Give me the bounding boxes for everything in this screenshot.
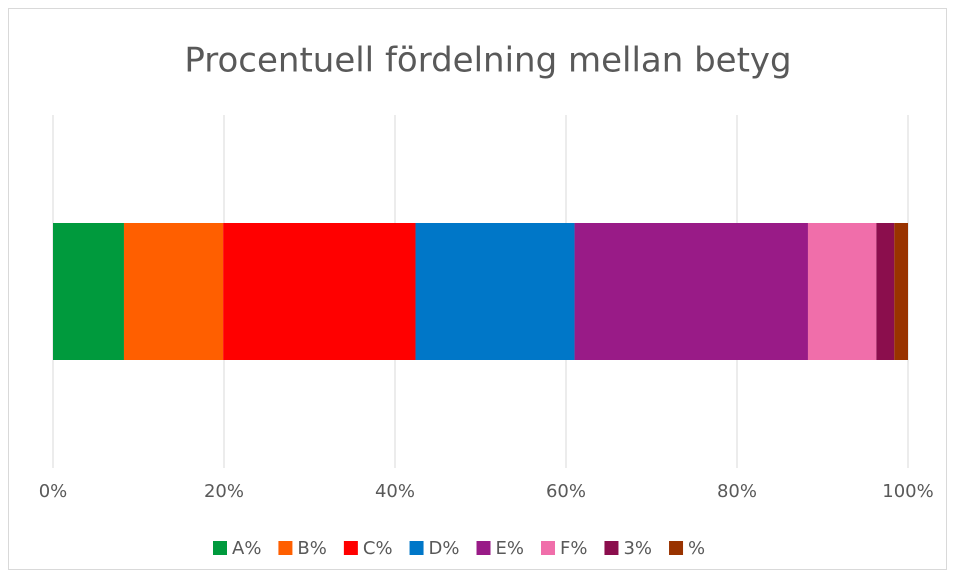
legend-label: C%	[363, 538, 393, 559]
x-tick-label: 80%	[717, 481, 757, 502]
legend-label: %	[688, 538, 705, 559]
legend-label: A%	[232, 538, 261, 559]
legend-swatch	[213, 541, 227, 555]
x-tick-label: 40%	[375, 481, 415, 502]
bar-segment	[53, 223, 124, 360]
bar-segment	[574, 223, 808, 360]
bar-segment	[876, 223, 895, 360]
legend-swatch	[541, 541, 555, 555]
x-tick-label: 100%	[882, 481, 933, 502]
legend-label: F%	[560, 538, 587, 559]
legend-swatch	[409, 541, 424, 555]
x-tick-label: 60%	[546, 481, 586, 502]
legend-label: D%	[429, 538, 460, 559]
legend-label: E%	[496, 538, 524, 559]
bar-segment	[415, 223, 575, 360]
legend-swatch	[278, 541, 293, 555]
chart-title: Procentuell fördelning mellan betyg	[184, 41, 791, 81]
legend-label: 3%	[623, 538, 652, 559]
x-tick-label: 20%	[204, 481, 244, 502]
legend-swatch	[604, 541, 619, 555]
bar-segment	[807, 223, 877, 360]
legend-label: B%	[297, 538, 326, 559]
bar-segment	[894, 223, 908, 360]
bar-segment	[223, 223, 416, 360]
legend-swatch	[343, 541, 358, 555]
legend-swatch	[476, 541, 491, 555]
legend-swatch	[669, 541, 684, 555]
x-tick-label: 0%	[39, 481, 68, 502]
bar-segment	[123, 223, 224, 360]
